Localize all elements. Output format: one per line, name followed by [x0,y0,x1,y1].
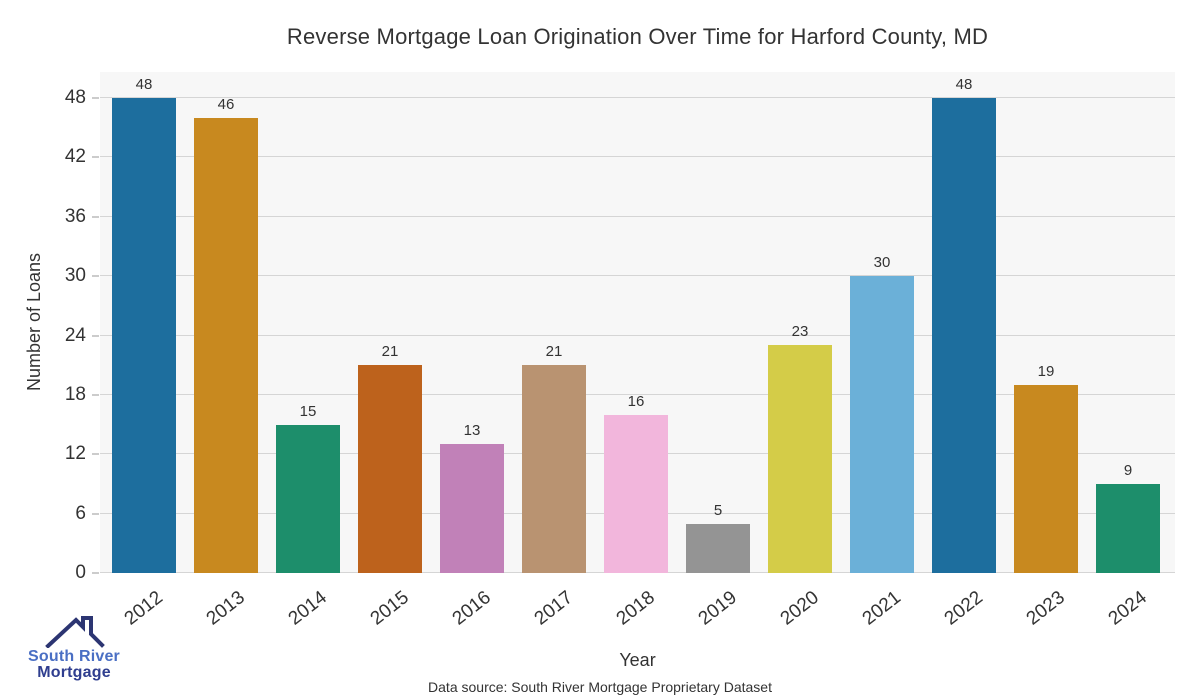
bar-2016 [440,444,504,573]
y-tick-mark [92,512,99,515]
bar-value-label: 21 [545,343,563,360]
y-tick-mark [92,275,99,278]
bar-2012 [112,98,176,573]
y-tick-mark [92,453,99,456]
bar-2015 [358,365,422,573]
bar-2022 [932,98,996,573]
logo-roof-icon [45,616,105,648]
bar-value-label: 23 [791,323,809,340]
gridline [100,334,1175,336]
y-tick-mark [92,215,99,218]
y-tick-label: 42 [64,146,86,168]
plot-area: 48 46 15 21 13 21 16 5 23 30 48 19 9 [100,72,1175,573]
logo: South River Mortgage [14,616,134,682]
bar-2023 [1014,385,1078,573]
svg-text:Number of Loans: Number of Loans [24,253,44,391]
y-tick-label: 48 [64,87,86,108]
bar-value-label: 48 [955,76,973,93]
bar-value-label: 30 [873,254,891,271]
x-tick-label: 2018 [612,587,659,630]
y-tick-mark [92,156,99,159]
gridline [100,215,1175,217]
y-axis-title: Number of Loans [24,253,44,391]
logo-text-line1: South River [28,648,120,665]
x-tick-label: 2022 [940,587,987,630]
y-tick-label: 6 [75,502,86,524]
chart-title: Reverse Mortgage Loan Origination Over T… [286,24,989,49]
x-tick-label: 2013 [202,587,249,630]
x-tick-label: 2023 [1022,587,1069,630]
x-tick-label: 2024 [1104,587,1151,630]
y-tick-mark [92,334,99,337]
y-tick-mark [92,97,99,99]
bar-2017 [522,365,586,573]
x-tick-label: 2020 [776,587,823,630]
x-axis-title: Year [619,650,656,670]
bar-2014 [276,425,340,573]
y-tick-label: 18 [64,383,86,405]
data-source-caption: Data source: South River Mortgage Propri… [428,679,772,695]
y-tick-mark [92,572,99,574]
gridline [100,275,1175,277]
y-tick-label: 30 [64,265,86,287]
bar-value-label: 9 [1123,462,1133,479]
x-tick-label: 2021 [858,587,905,630]
gridline [100,156,1175,158]
bar-value-label: 16 [627,393,645,410]
x-tick-label: 2019 [694,587,741,630]
y-tick-label: 36 [64,205,86,227]
y-tick-label: 12 [64,443,86,465]
bar-value-label: 48 [135,76,153,93]
bar-value-label: 19 [1037,363,1055,380]
bar-value-label: 46 [217,96,235,113]
bar-value-label: 13 [463,422,481,439]
bar-2019 [686,524,750,573]
bar-value-label: 21 [381,343,399,360]
bar-2013 [194,118,258,573]
y-tick-label: 0 [75,562,86,583]
x-tick-label: 2015 [366,587,413,630]
x-tick-label: 2017 [530,587,577,630]
logo-text-line2: Mortgage [37,664,111,681]
bar-2021 [850,276,914,573]
bar-value-label: 15 [299,403,317,420]
bar-value-label: 5 [713,502,723,519]
gridline [100,97,1175,98]
bar-2024 [1096,484,1160,573]
x-tick-label: 2014 [284,587,331,630]
y-tick-label: 24 [64,324,86,346]
bar-2018 [604,415,668,573]
x-tick-label: 2016 [448,587,495,630]
y-tick-mark [92,393,99,396]
bar-2020 [768,345,832,573]
gridline [100,393,1175,395]
